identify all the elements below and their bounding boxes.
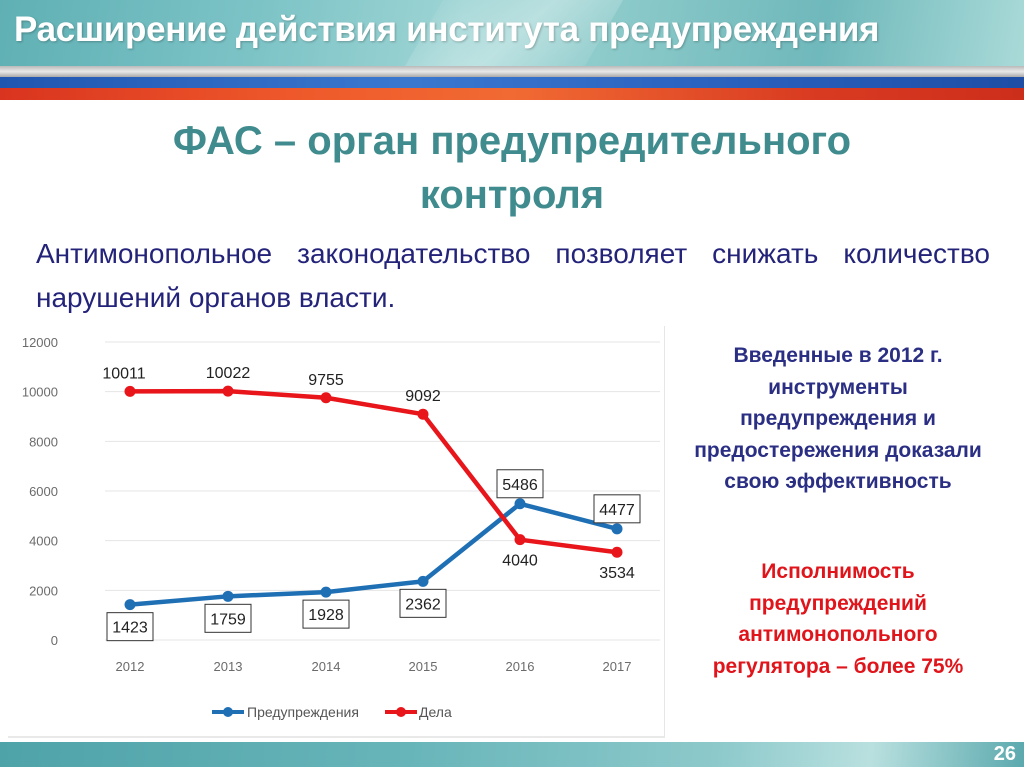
side-note-line: Введенные в 2012 г. [733, 344, 943, 367]
side-note-line: предостережения доказали [694, 438, 982, 462]
data-label-dela: 9755 [308, 372, 344, 389]
y-tick-label: 0 [51, 633, 58, 648]
data-point-marker [222, 385, 234, 397]
data-point-marker [514, 534, 526, 546]
side-note-tools: Введенные в 2012 г. инструменты предупре… [656, 340, 1020, 498]
data-label-dela: 10011 [102, 365, 145, 382]
data-label-predupr: 2362 [405, 596, 441, 613]
data-point-marker [514, 498, 526, 510]
side-note-line: инструменты [768, 375, 908, 399]
flag-stripe-silver [0, 66, 1024, 77]
data-point-marker [222, 590, 234, 602]
data-label-predupr: 1928 [308, 607, 344, 624]
y-tick-label: 2000 [29, 583, 58, 598]
data-label-predupr: 5486 [502, 477, 538, 494]
page-number: 26 [993, 743, 1016, 765]
data-label-box [593, 494, 641, 524]
data-point-marker [417, 408, 429, 420]
series-line [129, 501, 618, 607]
x-tick-label: 2012 [116, 659, 145, 674]
y-tick-label: 12000 [22, 335, 58, 350]
data-label-dela: 10022 [206, 365, 251, 382]
legend-marker-icon [223, 707, 233, 717]
side-note-line: антимонопольного [738, 623, 938, 646]
x-tick-label: 2015 [409, 659, 438, 674]
data-point-marker [611, 546, 623, 558]
data-label-box [496, 469, 544, 499]
data-label-box [399, 588, 447, 618]
y-tick-label: 6000 [29, 484, 58, 499]
data-label-box [204, 603, 252, 633]
x-tick-label: 2013 [214, 659, 243, 674]
series-line [129, 388, 618, 555]
data-label-box [106, 612, 154, 642]
data-point-marker [124, 599, 136, 611]
side-note-line: предупреждения и [740, 407, 936, 430]
data-point-marker [124, 385, 136, 397]
side-note-compliance: Исполнимость предупреждений антимонополь… [656, 556, 1020, 682]
x-tick-label: 2016 [506, 659, 535, 674]
data-point-marker [320, 586, 332, 598]
data-label-dela: 9092 [405, 388, 441, 405]
slide-footer: 26 [0, 742, 1024, 767]
data-point-marker [320, 392, 332, 404]
subtitle-line-2: контроля [419, 173, 605, 217]
data-label-predupr: 1759 [210, 611, 246, 628]
y-tick-label: 8000 [29, 434, 58, 449]
flag-stripe-red [0, 88, 1024, 100]
y-tick-label: 4000 [29, 534, 58, 549]
side-note-line: регулятора – более 75% [712, 654, 964, 678]
data-label-predupr: 4477 [599, 502, 635, 519]
slide-header: Расширение действия института предупрежд… [0, 0, 1024, 66]
data-label-dela: 4040 [502, 553, 538, 570]
line-chart: 0 2000 4000 6000 8000 10000 12000 2012 2013 2014 2… [8, 326, 665, 738]
flag-stripe-blue [0, 77, 1024, 88]
side-note-line: предупреждений [749, 591, 927, 615]
chart-canvas: 0 2000 4000 6000 8000 10000 12000 2012 2013 2014 2… [22, 335, 660, 720]
data-label-dela: 3534 [599, 565, 635, 582]
y-tick-label: 10000 [22, 385, 58, 400]
subtitle-line-1: ФАС – орган предупредительного [172, 119, 852, 163]
side-note-line: свою эффективность [724, 470, 952, 493]
x-tick-label: 2017 [603, 659, 632, 674]
side-note-line: Исполнимость [761, 560, 915, 583]
slide-title: Расширение действия института предупрежд… [14, 10, 880, 49]
data-point-marker [417, 575, 429, 587]
data-label-predupr: 1423 [112, 620, 148, 637]
legend-label: Предупреждения [247, 704, 359, 720]
legend-marker-icon [396, 707, 406, 717]
data-point-marker [611, 523, 623, 535]
x-tick-label: 2014 [312, 659, 341, 674]
lead-paragraph: Антимонопольное законодательство позволя… [36, 238, 990, 313]
data-label-box [302, 599, 350, 629]
slide-subtitle: ФАС – орган предупредительного контроля [0, 114, 1024, 222]
legend-label: Дела [419, 704, 452, 720]
